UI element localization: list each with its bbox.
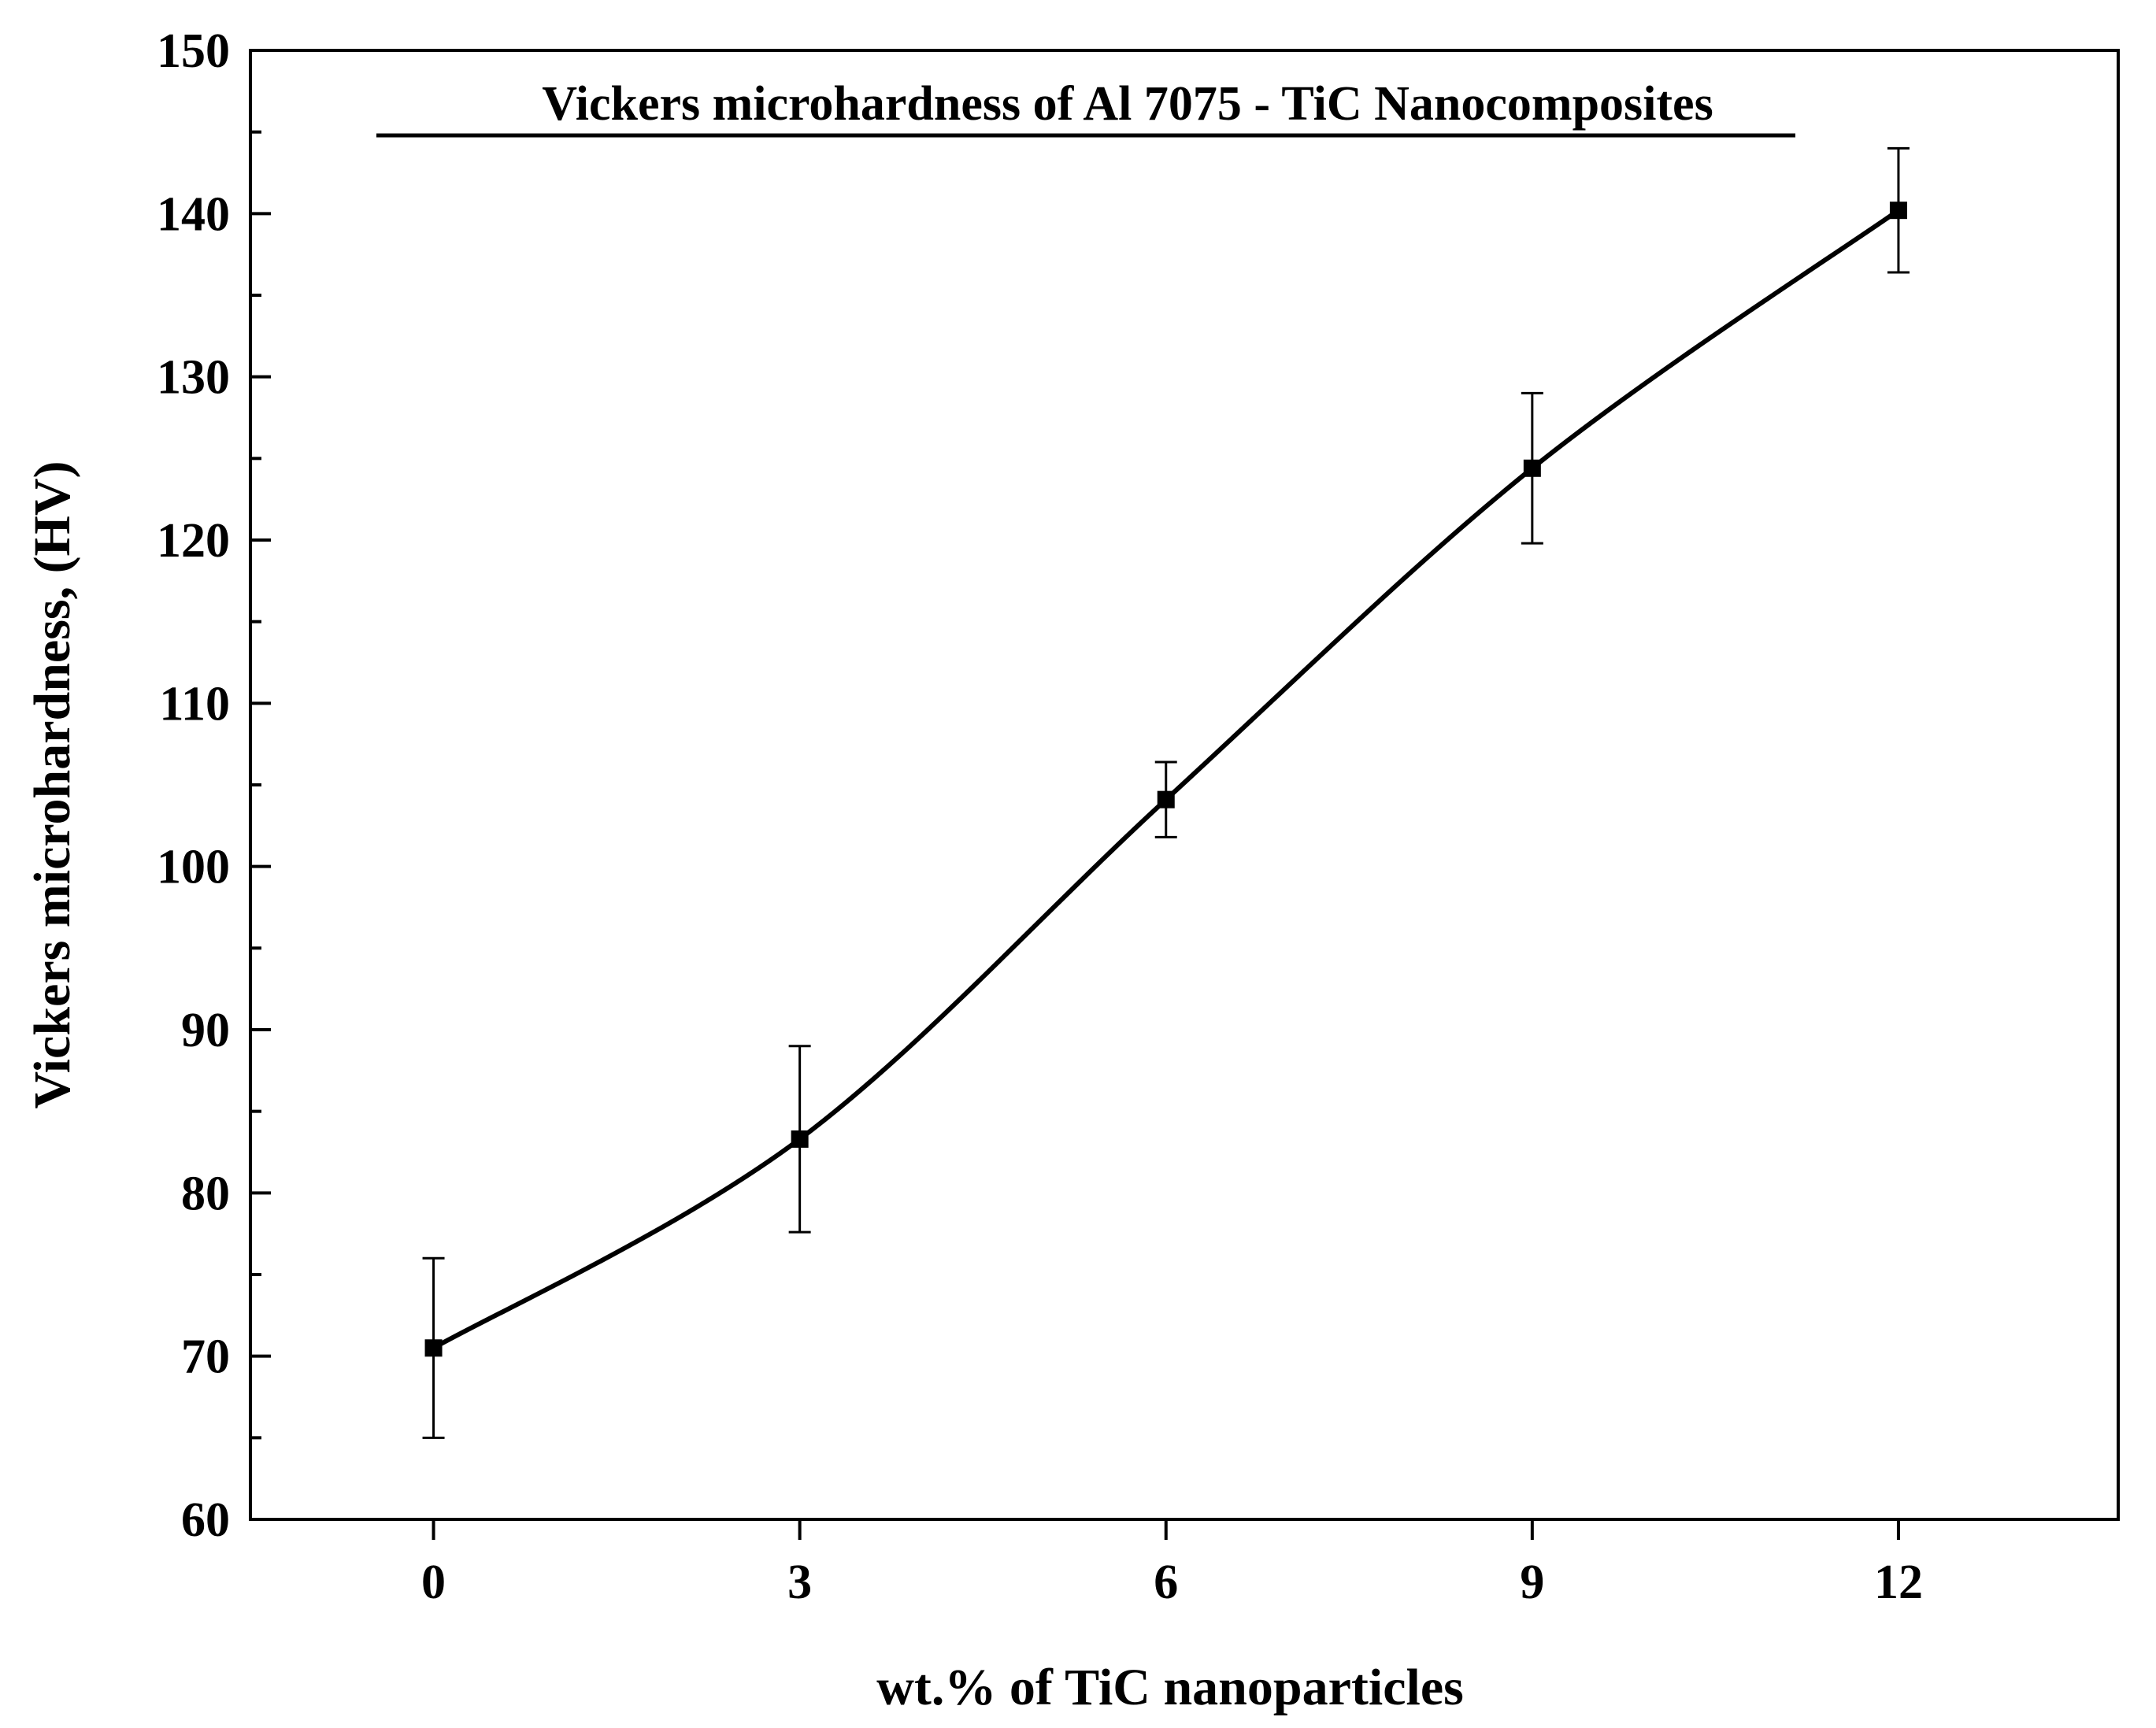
y-tick-label: 130 bbox=[157, 351, 230, 405]
y-tick-label: 120 bbox=[157, 514, 230, 568]
y-tick-label: 80 bbox=[181, 1167, 230, 1220]
x-tick-label: 0 bbox=[421, 1556, 446, 1609]
chart-title: Vickers microhardness of Al 7075 - TiC N… bbox=[542, 77, 1713, 131]
error-bars bbox=[422, 146, 1910, 1439]
x-tick-label: 6 bbox=[1154, 1556, 1178, 1609]
data-point bbox=[791, 1130, 809, 1148]
y-tick-label: 140 bbox=[157, 187, 230, 241]
x-tick-label: 12 bbox=[1874, 1556, 1923, 1609]
y-tick-label: 150 bbox=[157, 24, 230, 78]
x-tick-label: 9 bbox=[1520, 1556, 1544, 1609]
y-tick-label: 60 bbox=[181, 1493, 230, 1547]
x-tick-label: 3 bbox=[787, 1556, 812, 1609]
data-point bbox=[1523, 459, 1541, 477]
y-tick-label: 110 bbox=[159, 677, 230, 731]
data-point bbox=[1157, 790, 1175, 808]
data-point bbox=[424, 1339, 443, 1357]
data-points bbox=[424, 202, 1907, 1357]
y-tick-label: 100 bbox=[157, 841, 230, 894]
y-tick-label: 90 bbox=[181, 1004, 230, 1057]
x-axis-title: wt.% of TiC nanoparticles bbox=[876, 1659, 1464, 1716]
y-axis-title: Vickers microhardness, (HV) bbox=[24, 461, 81, 1108]
axis-ticks: 60 70 80 90 100 110 120 130 140 150 0 3 6 9 12 bbox=[157, 24, 1923, 1609]
data-point bbox=[1889, 202, 1907, 220]
y-tick-label: 70 bbox=[181, 1330, 230, 1384]
